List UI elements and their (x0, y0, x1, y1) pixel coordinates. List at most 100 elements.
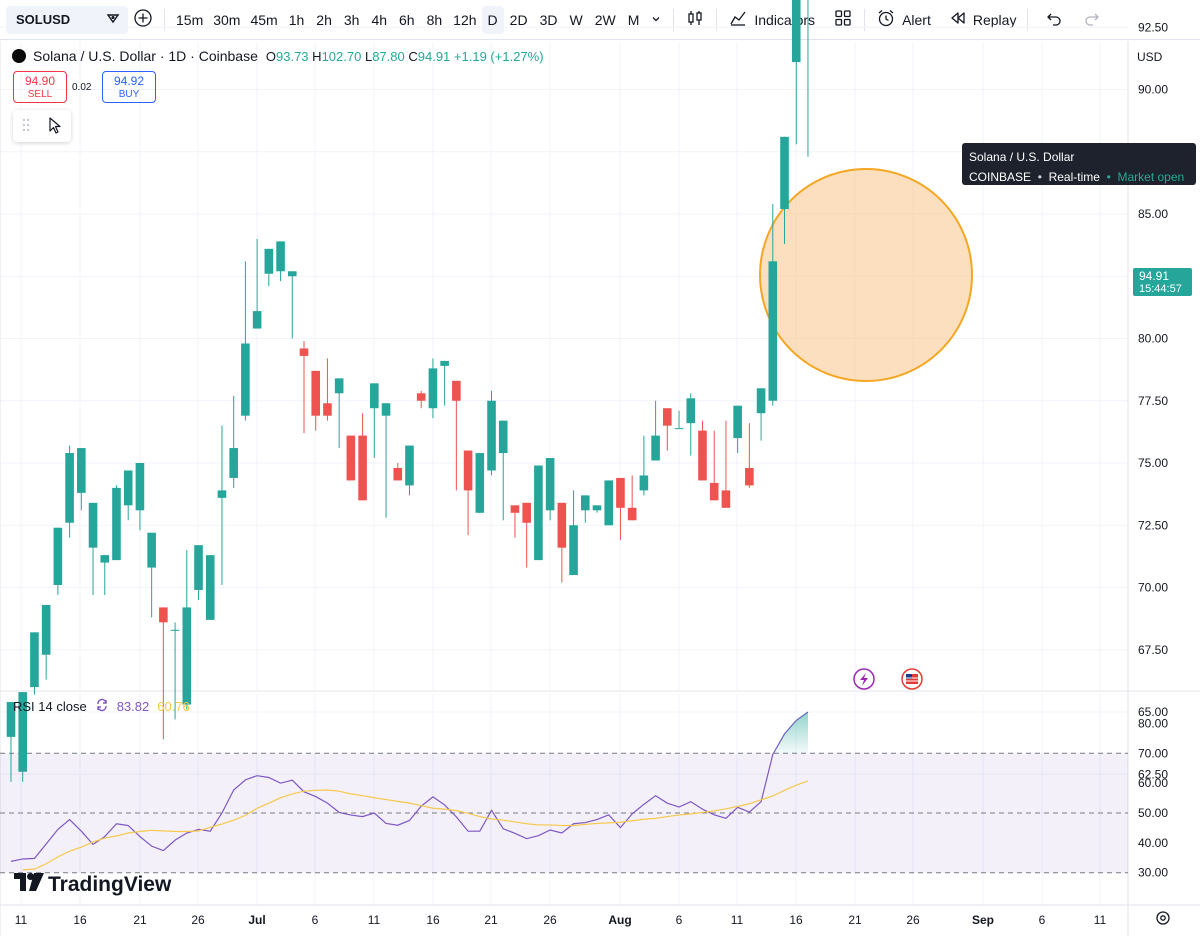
undo-button[interactable] (1040, 6, 1068, 34)
candle-body (452, 380, 461, 401)
rsi-axis-label: 80.00 (1138, 716, 1168, 730)
candle-body (77, 448, 86, 493)
low-value: 87.80 (372, 48, 405, 64)
drag-handle-icon[interactable] (22, 118, 30, 135)
interval-3d[interactable]: 3D (539, 11, 558, 28)
interval-dropdown[interactable] (645, 6, 667, 34)
tooltip-details: COINBASE • Real-time • Market open (969, 167, 1189, 187)
interval-m[interactable]: M (627, 11, 640, 28)
candle-body (123, 470, 133, 506)
candle-body (604, 480, 614, 526)
interval-2w[interactable]: 2W (594, 11, 616, 28)
buy-button[interactable]: 94.92 BUY (102, 71, 156, 103)
rewind-icon (949, 9, 967, 30)
candle-body (18, 692, 28, 772)
toolbar-divider (1027, 8, 1029, 31)
candle-body (651, 435, 660, 461)
sell-price: 94.90 (24, 74, 56, 88)
price-axis-label: 67.50 (1138, 643, 1168, 657)
buy-price: 94.92 (113, 74, 145, 88)
replay-button[interactable]: Replay (944, 6, 1022, 34)
candle-body (522, 502, 531, 523)
candle-body (557, 502, 567, 548)
candle-body (159, 607, 168, 623)
candle-body (53, 527, 63, 586)
layouts-button[interactable] (828, 6, 858, 34)
symbol-search[interactable]: SOLUSD (6, 5, 128, 34)
us-flag-event-icon (901, 668, 923, 690)
candle-body (627, 507, 637, 521)
redo-button[interactable] (1078, 6, 1106, 34)
sync-icon[interactable] (95, 698, 109, 715)
close-label: C (408, 48, 418, 64)
redo-icon (1083, 9, 1101, 30)
candle-body (463, 450, 473, 491)
currency-selector[interactable]: USD (1137, 50, 1163, 64)
open-label: O (265, 48, 276, 64)
candle-body (241, 343, 250, 416)
candle-body (147, 532, 156, 568)
series-title[interactable]: Solana / U.S. Dollar · 1D · Coinbase (33, 48, 258, 64)
cursor-arrow-icon[interactable] (47, 116, 63, 137)
bar-countdown: 15:44:57 (1139, 283, 1182, 295)
time-axis-label: 11 (731, 913, 744, 927)
interval-w[interactable]: W (569, 11, 583, 28)
time-axis-label: Aug (608, 913, 631, 927)
interval-30m[interactable]: 30m (213, 11, 241, 28)
interval-list: 15m 30m 45m 1h 2h 3h 4h 6h 8h 12h D 2D 3D W 2W M (171, 5, 645, 34)
interval-6h[interactable]: 6h (399, 11, 415, 28)
candle-body (428, 368, 438, 409)
candle-body (616, 477, 625, 508)
undo-icon (1045, 9, 1063, 30)
time-axis-label: 16 (789, 913, 803, 927)
interval-45m[interactable]: 45m (250, 11, 278, 28)
buy-label: BUY (118, 89, 140, 100)
rsi-name[interactable]: RSI 14 close (13, 699, 87, 714)
candle-body (112, 487, 121, 561)
candle-body (170, 629, 180, 631)
interval-12h[interactable]: 12h (453, 11, 477, 28)
candle-body (135, 463, 145, 511)
candle-body (393, 467, 403, 481)
low-label: L (364, 48, 373, 64)
candle-body (498, 420, 508, 454)
time-axis-label: 26 (543, 913, 557, 927)
candle-body (592, 505, 602, 511)
flag-canton (906, 674, 912, 679)
symbol-menu-icon[interactable] (106, 11, 120, 28)
sell-button[interactable]: 94.90 SELL (13, 71, 67, 103)
interval-4h[interactable]: 4h (371, 11, 388, 28)
candle-body (276, 241, 285, 272)
interval-15m[interactable]: 15m (176, 11, 204, 28)
candle-body (358, 435, 367, 501)
time-axis-label: 21 (133, 913, 147, 927)
candle-body (510, 505, 520, 513)
chart-type-button[interactable] (680, 6, 710, 34)
interval-d[interactable]: D (481, 5, 504, 34)
time-axis-label: 21 (484, 913, 498, 927)
solana-logo-icon (12, 49, 26, 63)
candle-body (88, 502, 98, 548)
candle-body (534, 465, 543, 561)
candle-body (663, 408, 672, 426)
rsi-value: 83.82 (116, 699, 150, 714)
candle-body (756, 388, 766, 414)
price-axis-label: 75.00 (1138, 456, 1168, 470)
tooltip-separator: • (1034, 170, 1046, 184)
rsi-axis-label: 30.00 (1138, 866, 1168, 880)
symbol-tooltip: Solana / U.S. Dollar COINBASE • Real-tim… (962, 143, 1196, 185)
interval-3h[interactable]: 3h (343, 11, 360, 28)
compare-symbol-button[interactable] (128, 6, 158, 34)
interval-2d[interactable]: 2D (509, 11, 528, 28)
candle-body (41, 604, 51, 655)
candle-body (381, 403, 391, 416)
settings-gear-icon (1156, 911, 1170, 925)
interval-8h[interactable]: 8h (426, 11, 443, 28)
tradingview-logo[interactable]: TradingView (14, 873, 171, 897)
alert-button[interactable]: Alert (871, 6, 936, 34)
interval-1h[interactable]: 1h (288, 11, 305, 28)
high-value: 102.70 (321, 48, 362, 64)
interval-2h[interactable]: 2h (316, 11, 332, 28)
time-axis-label: 26 (191, 913, 205, 927)
